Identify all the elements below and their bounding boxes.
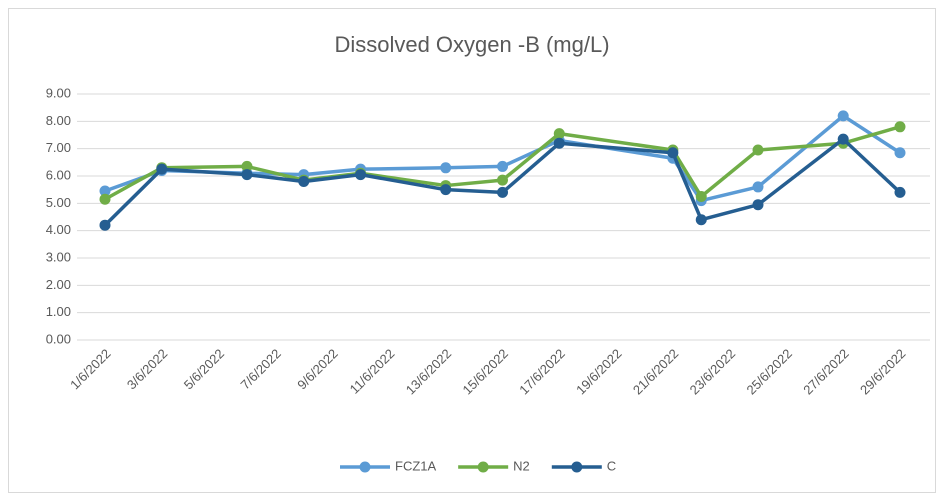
y-tick-label: 8.00 <box>46 113 71 128</box>
data-point <box>156 163 168 175</box>
y-tick-label: 5.00 <box>46 195 71 210</box>
data-point <box>752 199 764 211</box>
y-tick-label: 3.00 <box>46 249 71 264</box>
legend-label: N2 <box>513 458 530 473</box>
data-point <box>241 160 253 172</box>
y-tick-label: 9.00 <box>46 85 71 100</box>
data-point <box>894 147 906 159</box>
legend-label: FCZ1A <box>395 458 437 473</box>
legend-marker <box>571 461 583 473</box>
legend-marker <box>359 461 371 473</box>
legend-label: C <box>607 458 616 473</box>
chart-title: Dissolved Oxygen -B (mg/L) <box>334 32 609 57</box>
data-point <box>752 144 764 156</box>
data-point <box>440 184 452 196</box>
data-point <box>837 110 849 122</box>
data-point <box>695 191 707 202</box>
data-point <box>553 128 565 140</box>
y-tick-label: 1.00 <box>46 304 71 319</box>
data-point <box>837 133 849 145</box>
data-point <box>894 121 906 133</box>
y-tick-label: 0.00 <box>46 331 71 346</box>
y-tick-label: 6.00 <box>46 167 71 182</box>
data-point <box>695 214 707 226</box>
y-tick-label: 2.00 <box>46 277 71 292</box>
data-point <box>497 186 508 198</box>
data-point <box>497 160 508 172</box>
data-point <box>355 169 367 181</box>
data-point <box>298 175 310 187</box>
data-point <box>553 137 565 149</box>
data-point <box>99 185 111 197</box>
y-tick-label: 7.00 <box>46 140 71 155</box>
data-point <box>752 181 764 193</box>
data-point <box>241 169 253 181</box>
data-point <box>440 162 452 174</box>
data-point <box>99 219 111 231</box>
data-point <box>99 193 111 205</box>
data-point <box>497 174 508 186</box>
y-tick-label: 4.00 <box>46 222 71 237</box>
data-point <box>894 186 906 198</box>
legend-marker <box>477 461 489 473</box>
data-point <box>667 147 679 159</box>
chart-border <box>8 8 936 493</box>
